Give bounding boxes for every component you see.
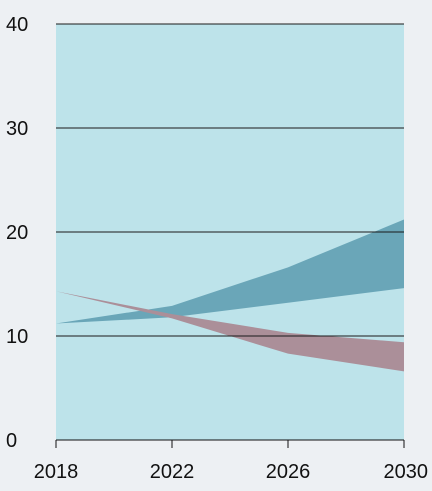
y-tick-label-20: 20 <box>6 222 28 244</box>
series-bands <box>56 219 404 372</box>
y-tick-label-30: 30 <box>6 118 28 140</box>
y-tick-label-40: 40 <box>6 14 28 36</box>
y-tick-label-0: 0 <box>6 430 17 452</box>
y-tick-labels: 0 10 20 30 40 <box>6 14 28 452</box>
x-tick-label-2026: 2026 <box>266 461 311 483</box>
x-tick-label-2022: 2022 <box>150 461 195 483</box>
x-tick-label-2030: 2030 <box>384 461 429 483</box>
x-tick-labels: 2018 2022 2026 2030 <box>34 461 428 483</box>
axes <box>55 439 405 448</box>
x-tick-label-2018: 2018 <box>34 461 79 483</box>
series-band-1 <box>56 219 404 324</box>
y-tick-label-10: 10 <box>6 326 28 348</box>
gridlines <box>56 23 404 337</box>
series-band-2 <box>56 291 404 372</box>
